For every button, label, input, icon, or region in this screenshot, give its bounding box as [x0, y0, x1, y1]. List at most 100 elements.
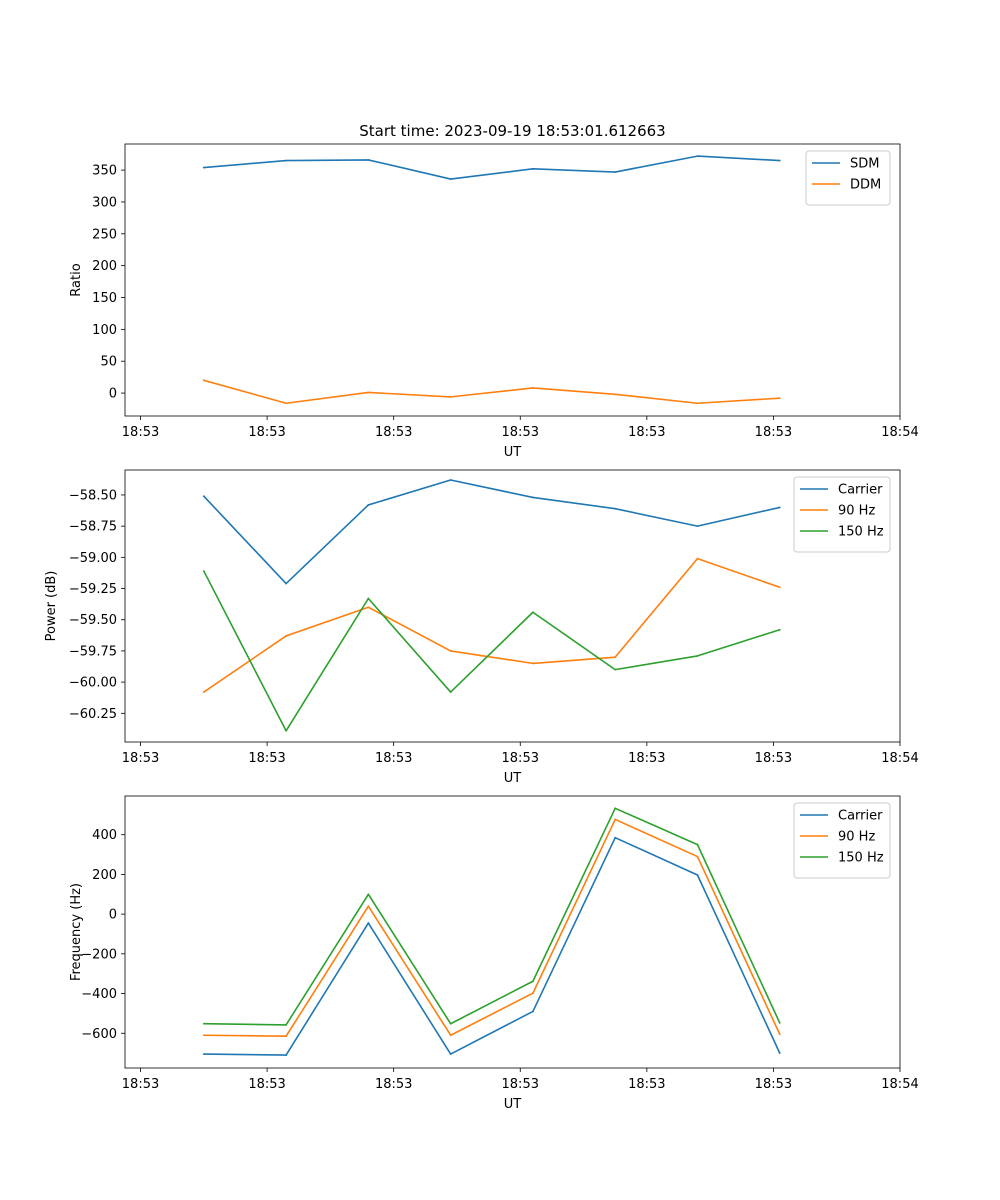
- data-point: [614, 393, 617, 396]
- data-point: [778, 628, 781, 631]
- x-tick-label: 18:54: [881, 751, 918, 766]
- y-axis-label: Ratio: [69, 263, 84, 296]
- data-point: [696, 843, 699, 846]
- data-point: [285, 729, 287, 732]
- y-tick-label: 150: [92, 291, 117, 306]
- legend: SDM DDM: [805, 150, 891, 206]
- data-point: [285, 635, 287, 637]
- series-line-carrier: [203, 836, 781, 1056]
- y-tick-label: 200: [92, 259, 117, 274]
- data-point: [778, 397, 781, 400]
- x-tick-label: 18:53: [248, 1077, 285, 1092]
- series-line-90-hz: [203, 557, 781, 693]
- legend-label: SDM: [850, 157, 879, 172]
- data-point: [449, 691, 452, 693]
- data-point: [202, 166, 205, 169]
- data-point: [532, 980, 534, 983]
- y-tick-label: −60.00: [69, 676, 117, 691]
- x-tick-label: 18:53: [375, 751, 412, 766]
- data-point: [696, 155, 699, 158]
- x-tick-label: 18:53: [375, 1077, 412, 1092]
- data-point: [532, 662, 534, 665]
- data-point: [285, 1024, 287, 1026]
- y-tick-label: −59.50: [69, 613, 117, 628]
- y-tick-label: 400: [92, 828, 117, 843]
- x-tick-label: 18:53: [502, 751, 539, 766]
- y-tick-label: −60.25: [69, 707, 117, 722]
- chart-panel-2: 18:53 18:53 18:53 18:53 18:53 18:53 18:54 −60.2…: [44, 469, 919, 786]
- data-point: [614, 507, 617, 510]
- data-point: [696, 557, 699, 560]
- y-tick-label: −400: [81, 987, 117, 1002]
- data-point: [532, 167, 534, 170]
- y-tick-label: −58.50: [69, 488, 117, 503]
- x-tick-label: 18:53: [122, 1077, 159, 1092]
- series-line-carrier: [203, 479, 780, 585]
- y-tick-label: 0: [109, 908, 117, 923]
- data-point: [532, 1010, 534, 1013]
- y-tick-label: 350: [92, 164, 117, 179]
- series-line-150-hz: [203, 570, 780, 732]
- x-tick-label: 18:53: [755, 1077, 792, 1092]
- x-tick-label: 18:54: [881, 1077, 918, 1092]
- y-tick-label: −200: [81, 947, 117, 962]
- y-tick-label: 100: [92, 323, 117, 338]
- data-point: [367, 922, 370, 924]
- axes-frame: [124, 469, 901, 743]
- y-tick-label: −59.25: [69, 582, 117, 597]
- x-tick-label: 18:53: [248, 751, 285, 766]
- data-point: [285, 582, 287, 585]
- legend-label: 150 Hz: [838, 525, 884, 540]
- series-line-ddm: [203, 379, 780, 405]
- data-point: [202, 1053, 205, 1056]
- data-point: [778, 586, 781, 589]
- data-point: [778, 1033, 781, 1036]
- legend-box: [805, 150, 891, 206]
- x-tick-label: 18:53: [122, 751, 159, 766]
- data-point: [696, 855, 699, 858]
- x-tick-label: 18:53: [502, 425, 539, 440]
- data-point: [202, 1022, 205, 1025]
- data-point: [202, 691, 205, 693]
- y-tick-label: 300: [92, 195, 117, 210]
- data-point: [285, 1035, 287, 1038]
- y-axis-label: Power (dB): [44, 571, 59, 642]
- data-point: [367, 391, 370, 394]
- data-point: [614, 807, 617, 810]
- data-point: [449, 178, 452, 180]
- data-point: [532, 611, 534, 614]
- data-point: [367, 597, 370, 600]
- axes-frame: [124, 795, 901, 1069]
- x-tick-label: 18:53: [628, 1077, 665, 1092]
- data-point: [202, 379, 205, 382]
- legend-box: [793, 802, 891, 879]
- legend-label: DDM: [850, 178, 881, 193]
- y-tick-label: −59.00: [69, 551, 117, 566]
- data-point: [614, 668, 617, 671]
- x-tick-label: 18:53: [755, 751, 792, 766]
- data-point: [367, 893, 370, 896]
- y-tick-label: 50: [100, 355, 117, 370]
- legend: Carrier 90 Hz 150 Hz: [793, 476, 891, 553]
- data-point: [449, 395, 452, 398]
- legend-label: 90 Hz: [838, 504, 875, 519]
- data-point: [449, 1034, 452, 1037]
- data-point: [778, 1052, 781, 1055]
- x-tick-label: 18:53: [122, 425, 159, 440]
- x-tick-label: 18:53: [628, 425, 665, 440]
- data-point: [367, 504, 370, 506]
- x-axis-label: UT: [504, 771, 522, 786]
- series-line-sdm: [203, 155, 780, 180]
- data-point: [202, 1034, 205, 1037]
- chart-panel-1: Start time: 2023-09-19 18:53:01.612663 18…: [69, 122, 919, 460]
- y-tick-label: 250: [92, 227, 117, 242]
- y-axis-label: Frequency (Hz): [69, 883, 84, 981]
- data-point: [696, 525, 699, 528]
- data-point: [449, 1053, 452, 1056]
- data-point: [449, 1022, 452, 1025]
- y-tick-label: 200: [92, 868, 117, 883]
- data-point: [367, 606, 370, 609]
- y-tick-label: 0: [109, 387, 117, 402]
- data-point: [532, 496, 534, 499]
